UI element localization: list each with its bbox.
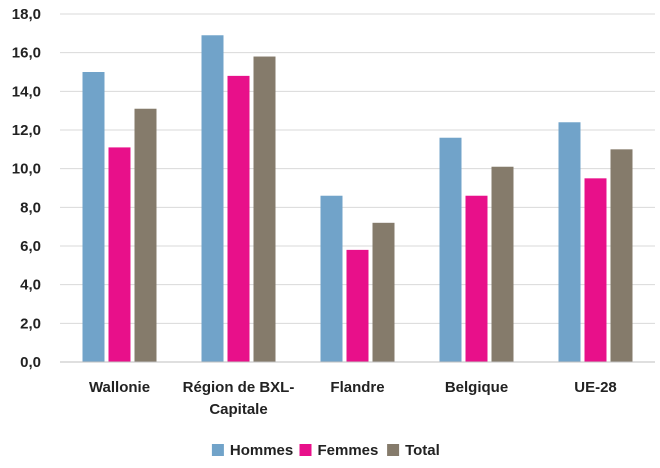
legend-swatch-hommes	[211, 444, 224, 456]
gridlines	[60, 13, 655, 324]
x-category-label-line: Région de BXL-	[183, 379, 295, 396]
x-category-label: UE-28	[574, 379, 617, 396]
y-tick-label: 10,0	[12, 161, 41, 178]
bar-total-0	[134, 108, 157, 362]
bar-hommes-2	[320, 195, 343, 362]
y-axis-tick-labels: 0,0 2,0 4,0 6,0 8,0 10,0 12,0 14,0 16,0 18,0	[12, 6, 41, 371]
x-category-label: Wallonie	[89, 379, 150, 396]
x-category-label: Belgique	[445, 379, 508, 396]
x-category-label: Région de BXL- Capitale	[183, 379, 295, 418]
bar-femmes-1	[227, 75, 250, 362]
y-tick-label: 18,0	[12, 6, 41, 23]
y-tick-label: 14,0	[12, 83, 41, 100]
bar-total-1	[253, 56, 276, 363]
bar-femmes-4	[584, 178, 607, 362]
y-tick-label: 8,0	[20, 199, 41, 216]
legend-label-hommes: Hommes	[230, 442, 293, 459]
y-tick-label: 0,0	[20, 354, 41, 371]
legend-label-total: Total	[405, 442, 440, 459]
y-tick-label: 12,0	[12, 122, 41, 139]
x-category-label-line: Wallonie	[89, 379, 150, 396]
legend-label-femmes: Femmes	[318, 442, 379, 459]
y-tick-label: 2,0	[20, 315, 41, 332]
bar-femmes-3	[465, 195, 488, 362]
bar-femmes-0	[108, 147, 131, 362]
x-axis-category-labels: Wallonie Région de BXL- Capitale Flandre Bel…	[89, 379, 617, 418]
legend-swatch-total	[387, 444, 400, 456]
bars	[82, 35, 633, 363]
x-category-label-line: Belgique	[445, 379, 508, 396]
bar-hommes-4	[558, 122, 581, 363]
y-tick-label: 6,0	[20, 238, 41, 255]
y-tick-label: 16,0	[12, 45, 41, 62]
bar-total-4	[610, 149, 633, 362]
bar-total-2	[372, 222, 395, 362]
bar-hommes-3	[439, 137, 462, 362]
legend: Hommes Femmes Total	[211, 442, 440, 459]
bar-femmes-2	[346, 249, 369, 362]
x-category-label-line: Flandre	[330, 379, 384, 396]
legend-swatch-femmes	[299, 444, 312, 456]
bar-hommes-1	[201, 35, 224, 363]
y-tick-label: 4,0	[20, 277, 41, 294]
x-category-label-line: UE-28	[574, 379, 617, 396]
bar-hommes-0	[82, 72, 105, 362]
bar-total-3	[491, 166, 514, 362]
x-category-label-line: Capitale	[209, 401, 267, 418]
x-category-label: Flandre	[330, 379, 384, 396]
